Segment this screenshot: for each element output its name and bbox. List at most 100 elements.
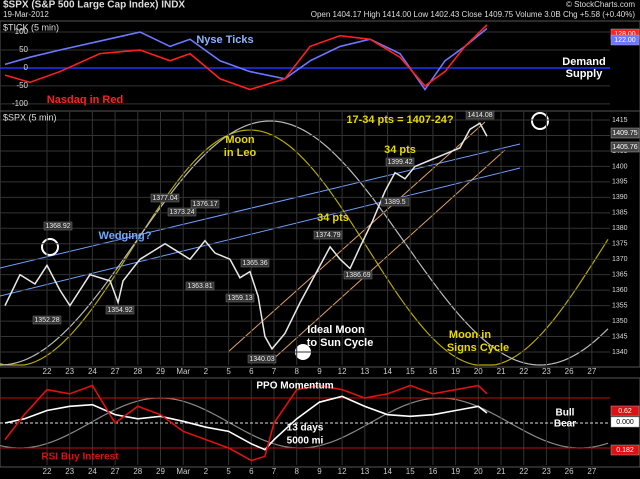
x-tick-label: 27 — [111, 367, 120, 376]
y-tick-label: 1365 — [612, 272, 628, 279]
annotation: Bear — [554, 419, 576, 430]
x-tick-label: 2 — [204, 467, 209, 476]
x-tick-label: 21 — [497, 467, 506, 476]
x-tick-label: 22 — [43, 367, 52, 376]
last-value-label: 0.182 — [616, 447, 634, 454]
price-label-box — [465, 110, 495, 120]
price-label: 1374.79 — [315, 232, 340, 239]
x-tick-label: 9 — [317, 367, 322, 376]
y-tick-label: 1375 — [612, 241, 628, 248]
marker-circle — [41, 238, 59, 256]
annotation: 34 pts — [317, 212, 349, 224]
last-value-box — [610, 141, 640, 153]
y-tick-label: 1390 — [612, 194, 628, 201]
x-tick-label: 2 — [204, 367, 209, 376]
price-label-box — [343, 270, 373, 280]
x-tick-label: 27 — [587, 367, 596, 376]
x-tick-label: 5 — [226, 467, 231, 476]
legend-label: RSI Buy Interest — [41, 452, 119, 463]
price-label: 1340.03 — [249, 356, 274, 363]
panel-title: $TICK (5 min) — [3, 22, 59, 32]
price-label: 1389.5 — [384, 199, 406, 206]
y-tick-label: 1340 — [612, 349, 628, 356]
x-tick-label: 19 — [451, 367, 460, 376]
x-tick-label: 16 — [428, 367, 437, 376]
y-tick-label: 50 — [19, 45, 28, 54]
price-label-box — [167, 207, 197, 217]
cycle-curve — [0, 129, 609, 366]
x-tick-label: 22 — [43, 467, 52, 476]
x-tick-label: 29 — [156, 467, 165, 476]
marker-circle — [531, 112, 549, 130]
price-label-box — [247, 354, 277, 364]
x-tick-label: 12 — [338, 367, 347, 376]
x-tick-label: 27 — [587, 467, 596, 476]
series-line — [4, 24, 488, 91]
x-tick-label: 6 — [249, 467, 254, 476]
header-title: $SPX (S&P 500 Large Cap Index) INDX — [3, 0, 185, 11]
last-value-label: 128.00 — [614, 31, 636, 38]
last-value-label: 122.00 — [614, 37, 636, 44]
x-tick-label: 29 — [156, 367, 165, 376]
annotation: 34 pts — [384, 144, 416, 156]
price-label-box — [380, 197, 410, 207]
x-tick-label: 22 — [519, 467, 528, 476]
y-tick-label: 1415 — [612, 117, 628, 124]
x-tick-label: 24 — [88, 467, 97, 476]
x-tick-label: 28 — [133, 467, 142, 476]
annotation: in Leo — [224, 147, 257, 159]
y-tick-label: 0 — [24, 63, 29, 72]
y-tick-label: 1400 — [612, 163, 628, 170]
x-tick-label: 16 — [428, 467, 437, 476]
x-tick-label: 8 — [294, 367, 299, 376]
price-label-box — [190, 199, 220, 209]
header-date: 19-Mar-2012 — [3, 10, 49, 19]
price-label: 1365.36 — [242, 260, 267, 267]
series-line — [4, 384, 488, 462]
price-label: 1386.69 — [345, 272, 370, 279]
annotation: Bull — [556, 408, 575, 419]
series-line — [4, 27, 488, 91]
price-label-box — [185, 281, 215, 291]
price-label-box — [150, 193, 180, 203]
x-tick-label: 20 — [474, 367, 483, 376]
y-tick-label: -100 — [12, 99, 29, 108]
last-value-box — [610, 444, 640, 456]
price-label: 1354.92 — [107, 307, 132, 314]
x-tick-label: 9 — [317, 467, 322, 476]
x-tick-label: 14 — [383, 367, 392, 376]
x-tick-label: 23 — [65, 367, 74, 376]
x-tick-label: 26 — [565, 367, 574, 376]
series-line — [4, 122, 488, 351]
panel-frame — [0, 377, 640, 468]
x-tick-label: 13 — [360, 467, 369, 476]
x-tick-label: 21 — [497, 367, 506, 376]
price-label-box — [32, 315, 62, 325]
y-tick-label: 1380 — [612, 225, 628, 232]
price-label-box — [385, 157, 415, 167]
annotation: 13 days — [287, 423, 324, 434]
price-label: 1373.24 — [169, 209, 194, 216]
ohlc: Open 1404.17 High 1414.00 Low 1402.43 Cl… — [311, 10, 636, 19]
y-tick-label: 1355 — [612, 302, 628, 309]
panel-title: PPO Momentum — [256, 381, 333, 392]
annotation: Moon in — [449, 329, 491, 341]
x-tick-label: 7 — [272, 367, 277, 376]
price-label-box — [105, 305, 135, 315]
x-tick-label: 15 — [406, 467, 415, 476]
price-label: 1363.81 — [187, 283, 212, 290]
last-value-box — [610, 405, 640, 417]
x-tick-label: 22 — [519, 367, 528, 376]
x-tick-label: Mar — [176, 367, 190, 376]
y-tick-label: 1370 — [612, 256, 628, 263]
x-tick-label: 23 — [542, 367, 551, 376]
y-tick-label: 1350 — [612, 318, 628, 325]
series-line — [4, 395, 488, 451]
annotation: Ideal Moon — [307, 324, 365, 336]
x-tick-label: 19 — [451, 467, 460, 476]
x-tick-label: 27 — [111, 467, 120, 476]
price-label: 1376.17 — [192, 201, 217, 208]
legend-label: Nyse Ticks — [196, 34, 253, 46]
last-value-box — [610, 127, 640, 139]
